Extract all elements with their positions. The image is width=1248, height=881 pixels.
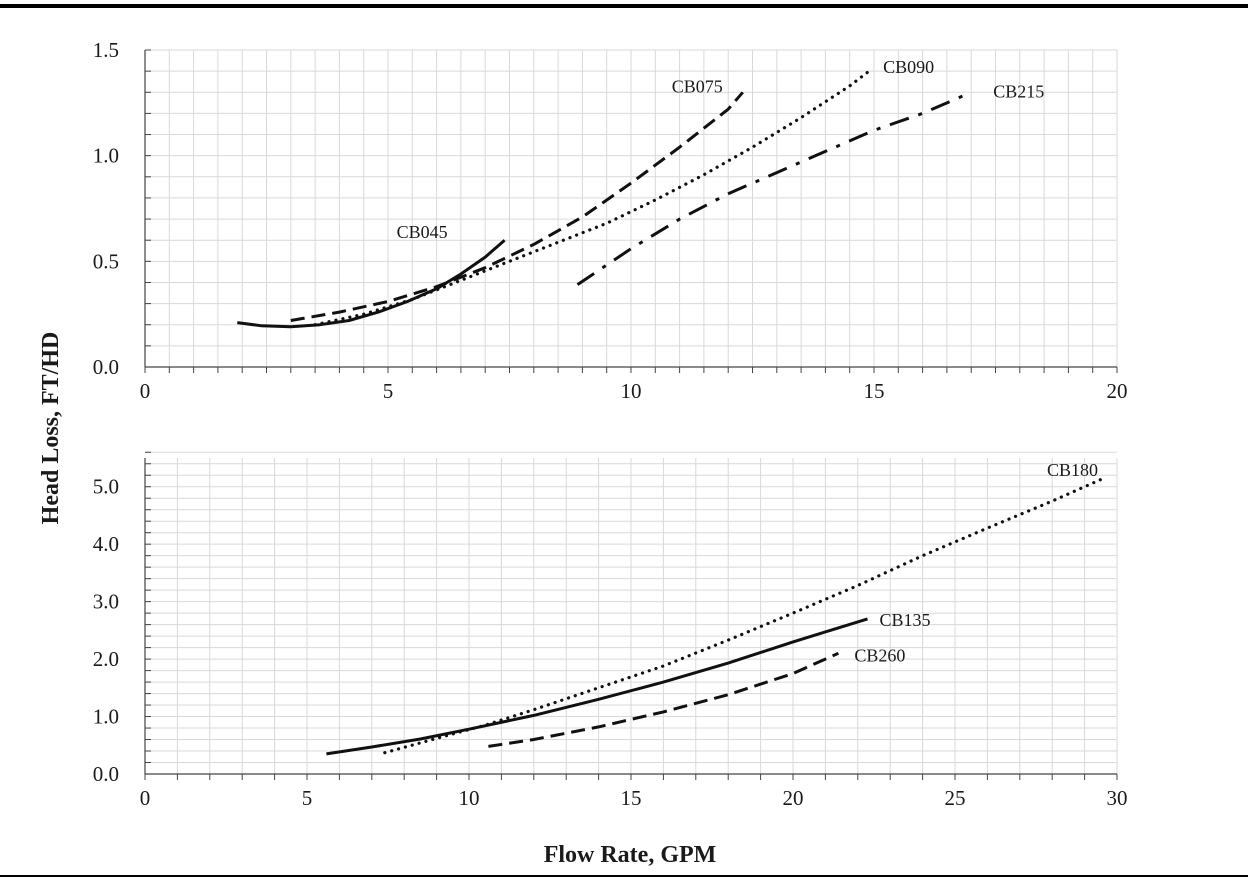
y-tick-label: 1.0 (93, 144, 119, 168)
x-tick-label: 10 (459, 786, 480, 810)
x-tick-label: 20 (1107, 379, 1128, 403)
series-label-cb260: CB260 (854, 645, 905, 665)
x-tick-label: 10 (621, 379, 642, 403)
series-line-cb260 (488, 651, 840, 748)
x-axis-title: Flow Rate, GPM (544, 842, 717, 868)
x-tick-label: 5 (383, 379, 394, 403)
series-label-cb075: CB075 (672, 76, 723, 96)
x-tick-label: 15 (864, 379, 885, 403)
x-tick-label: 25 (945, 786, 966, 810)
series-line-cb090 (313, 69, 871, 327)
series-label-cb180: CB180 (1047, 460, 1098, 480)
series-line-cb180 (383, 476, 1106, 755)
x-tick-label: 0 (140, 786, 151, 810)
gridlines (145, 49, 1118, 367)
y-tick-label: 1.5 (93, 38, 119, 62)
y-tick-label: 0.0 (93, 355, 119, 379)
x-tick-label: 20 (783, 786, 804, 810)
y-tick-label: 0.5 (93, 249, 119, 273)
y-tick-label: 5.0 (93, 475, 119, 499)
y-tick-label: 2.0 (93, 647, 119, 671)
series-label-cb135: CB135 (880, 610, 931, 630)
y-tick-label: 1.0 (93, 705, 119, 729)
series-line-cb135 (326, 617, 868, 756)
chart-bottom: 0 5 10 15 20 25 30 0.0 1.0 2.0 3.0 4.0 5.0 CB135 CB180… (93, 451, 1128, 810)
x-tick-label: 30 (1107, 786, 1128, 810)
series-line-cb075 (290, 91, 744, 322)
chart-top: 0 5 10 15 20 0.0 0.5 1.0 1.5 CB045 CB075 CB090 CB215 (93, 38, 1128, 403)
y-tick-label: 4.0 (93, 532, 119, 556)
x-tick-label: 15 (621, 786, 642, 810)
series-line-cb045 (237, 239, 506, 329)
series-label-cb090: CB090 (883, 57, 934, 77)
y-tick-label: 3.0 (93, 590, 119, 614)
series-line-cb215 (576, 90, 972, 286)
x-tick-label: 5 (302, 786, 313, 810)
gridlines (145, 451, 1118, 774)
y-tick-label: 0.0 (93, 762, 119, 786)
x-tick-label: 0 (140, 379, 151, 403)
series-label-cb045: CB045 (397, 222, 448, 242)
series-label-cb215: CB215 (993, 81, 1044, 101)
y-axis-title: Head Loss, FT/HD (38, 332, 64, 525)
